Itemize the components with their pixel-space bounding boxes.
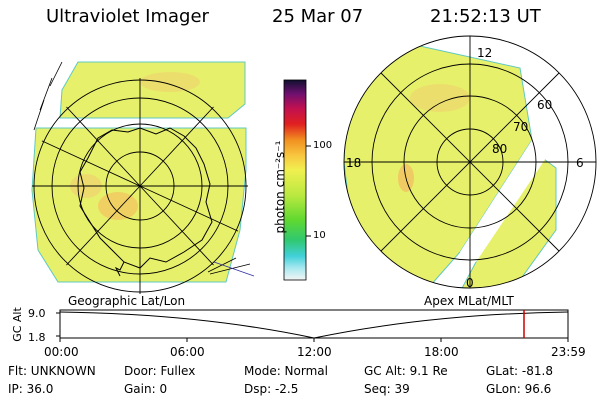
- colorbar: [283, 79, 311, 281]
- right-panel-caption: Apex MLat/MLT: [424, 294, 514, 308]
- lat-label-80: 80: [492, 142, 508, 156]
- status-ip: IP: 36.0: [8, 382, 54, 396]
- timeline-xtick-0600: 06:00: [170, 345, 205, 359]
- colorbar-tick-10: 10: [313, 230, 326, 241]
- timeline-ytick-1-8: 1.8: [28, 331, 46, 344]
- status-mode: Mode: Normal: [244, 364, 328, 378]
- geographic-image: [31, 61, 255, 294]
- app-title: Ultraviolet Imager: [46, 6, 209, 27]
- status-gain: Gain: 0: [124, 382, 168, 396]
- lat-label-70: 70: [513, 120, 529, 134]
- meridian-ticks: [33, 61, 251, 275]
- timeline-ytick-9: 9.0: [28, 307, 46, 320]
- status-door: Door: Fullex: [124, 364, 196, 378]
- uv-hotspot: [98, 192, 138, 220]
- timeline-xtick-1200: 12:00: [297, 345, 332, 359]
- uv-hotspot: [140, 72, 200, 92]
- left-panel-caption: Geographic Lat/Lon: [68, 294, 186, 308]
- status-gc-alt: GC Alt: 9.1 Re: [364, 364, 448, 378]
- mlt-label-18: 18: [346, 156, 362, 170]
- mlt-label-6: 6: [576, 156, 584, 170]
- timeline-ylabel: GC Alt: [10, 307, 24, 342]
- altitude-timeline: [56, 309, 569, 342]
- status-flt: Flt: UNKNOWN: [8, 364, 96, 378]
- lat-label-60: 60: [537, 98, 553, 112]
- time-label: 21:52:13 UT: [430, 6, 541, 27]
- status-seq: Seq: 39: [364, 382, 410, 396]
- timeline-xtick-2359: 23:59: [551, 345, 586, 359]
- status-glat: GLat: -81.8: [486, 364, 553, 378]
- timeline-xtick-1800: 18:00: [424, 345, 459, 359]
- apex-grid: [343, 35, 597, 289]
- status-glon: GLon: 96.6: [486, 382, 552, 396]
- uv-hotspot: [410, 84, 470, 112]
- mlt-label-12: 12: [477, 46, 493, 60]
- meridian-ticks: [213, 261, 255, 277]
- antarctica-coastline: [79, 127, 213, 269]
- antarctic-peninsula: [114, 261, 125, 277]
- apex-image: [343, 35, 597, 289]
- geographic-grid: [32, 78, 248, 294]
- colorbar-unit-label: photon cm⁻²s⁻¹: [273, 140, 287, 234]
- data-gap: [460, 140, 546, 262]
- status-dsp: Dsp: -2.5: [244, 382, 299, 396]
- colorbar-tick-100: 100: [313, 140, 333, 151]
- uv-swath-lower: [31, 127, 247, 283]
- date-label: 25 Mar 07: [272, 6, 364, 27]
- mlt-label-0: 0: [466, 276, 474, 290]
- timeline-xtick-0000: 00:00: [44, 345, 79, 359]
